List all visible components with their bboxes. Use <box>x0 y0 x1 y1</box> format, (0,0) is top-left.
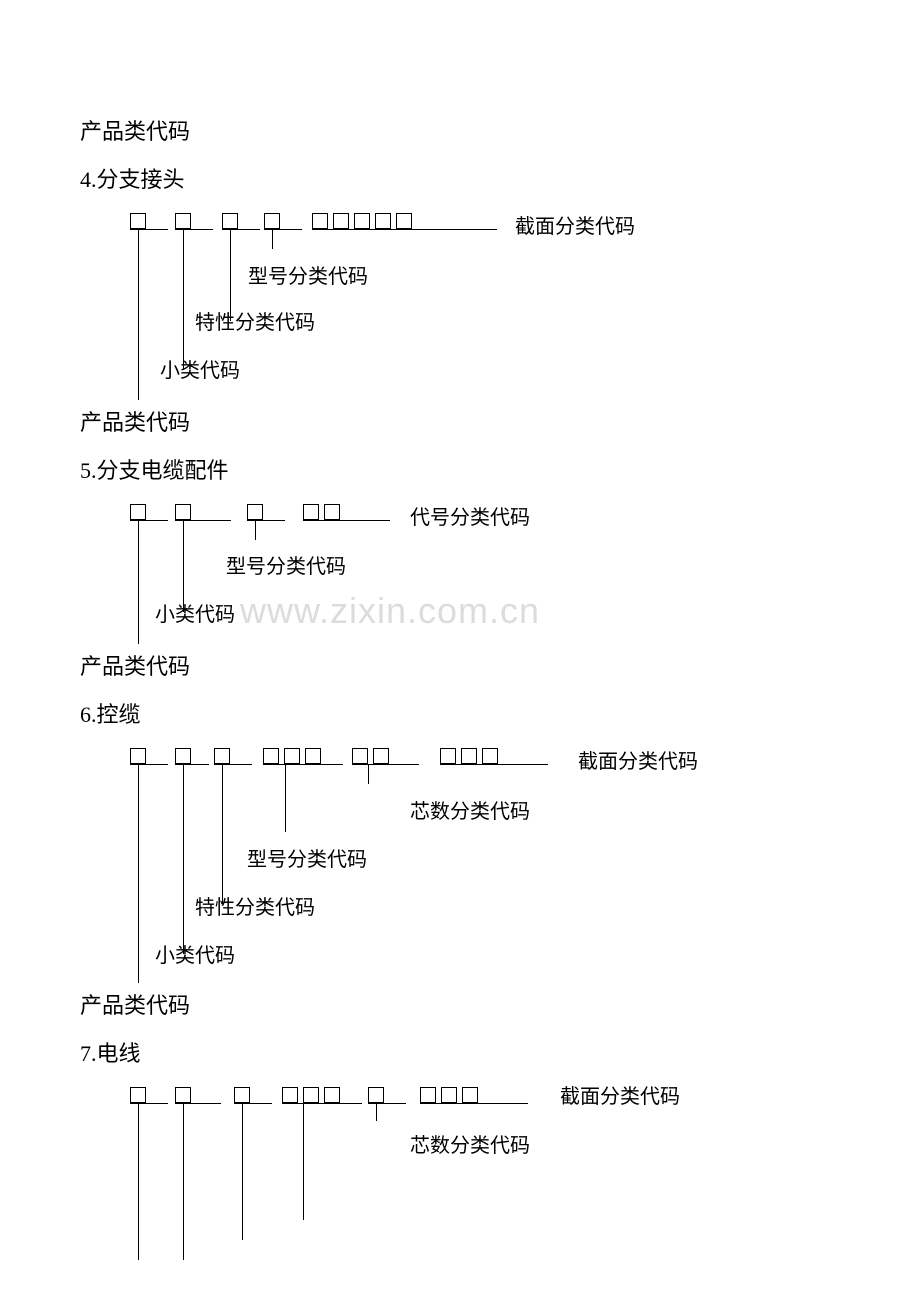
s7-g3-ul <box>282 1103 362 1104</box>
s7-g3-b0 <box>282 1087 298 1103</box>
s7-g0-ul <box>130 1103 168 1104</box>
section-5-heading: 5.分支电缆配件 <box>80 453 229 485</box>
s7-v2 <box>242 1103 243 1240</box>
s6-g5-b0 <box>440 748 456 764</box>
s4-g2-b0 <box>222 213 238 229</box>
s6-g1-ul <box>175 764 209 765</box>
s5-label-code: 代号分类代码 <box>410 501 530 530</box>
s6-label-feature: 特性分类代码 <box>195 891 315 920</box>
s7-g2-b0 <box>234 1087 250 1103</box>
s4-g3-b0 <box>264 213 280 229</box>
s4-g4-b2 <box>354 213 370 229</box>
s6-g4-ul <box>352 764 419 765</box>
s4-g4-b3 <box>375 213 391 229</box>
s4-g0-b0 <box>130 213 146 229</box>
s6-v4 <box>368 764 369 784</box>
s7-g3-b2 <box>324 1087 340 1103</box>
s6-v2 <box>222 764 223 904</box>
section-7-heading: 7.电线 <box>80 1036 141 1068</box>
s7-v4 <box>376 1103 377 1121</box>
s5-g2-b0 <box>247 504 263 520</box>
s4-g4-b4 <box>396 213 412 229</box>
s5-g2-ul <box>247 520 285 521</box>
s6-g5-ul <box>440 764 548 765</box>
s6-label-subclass: 小类代码 <box>155 939 235 968</box>
s5-label-subclass: 小类代码 <box>155 598 235 627</box>
s4-g0-ul <box>130 229 168 230</box>
s4-g4-ul <box>312 229 497 230</box>
s6-v1 <box>183 764 184 954</box>
s5-g3-ul <box>303 520 390 521</box>
s4-g1-ul <box>175 229 213 230</box>
s4-g4-b1 <box>333 213 349 229</box>
s6-g0-ul <box>130 764 168 765</box>
s7-g3-b1 <box>303 1087 319 1103</box>
s6-g4-b0 <box>352 748 368 764</box>
s4-v0 <box>138 229 139 400</box>
s5-v2 <box>255 520 256 540</box>
s4-g1-b0 <box>175 213 191 229</box>
s7-g4-ul <box>368 1103 406 1104</box>
s6-g2-ul <box>214 764 252 765</box>
s5-g3-b1 <box>324 504 340 520</box>
section-6-heading: 6.控缆 <box>80 697 141 729</box>
s7-g5-b1 <box>441 1087 457 1103</box>
s6-g4-b1 <box>373 748 389 764</box>
watermark-text: www.zixin.com.cn <box>240 590 540 632</box>
s7-g2-ul <box>234 1103 272 1104</box>
s6-g5-b1 <box>461 748 477 764</box>
s4-label-model: 型号分类代码 <box>248 260 368 289</box>
s5-g3-b0 <box>303 504 319 520</box>
s4-g2-ul <box>222 229 260 230</box>
s7-label-cores: 芯数分类代码 <box>410 1129 530 1158</box>
s4-g4-b0 <box>312 213 328 229</box>
s7-v1 <box>183 1103 184 1260</box>
s4-label-section: 截面分类代码 <box>515 210 635 239</box>
s4-g3-ul <box>264 229 302 230</box>
s5-label-model: 型号分类代码 <box>226 550 346 579</box>
s6-v3 <box>285 764 286 832</box>
s6-g1-b0 <box>175 748 191 764</box>
s7-g1-ul <box>175 1103 221 1104</box>
s4-label-subclass: 小类代码 <box>160 354 240 383</box>
s4-label-bottom: 产品类代码 <box>80 405 190 437</box>
s6-g2-b0 <box>214 748 230 764</box>
s7-g0-b0 <box>130 1087 146 1103</box>
s6-g5-b2 <box>482 748 498 764</box>
s5-label-bottom: 产品类代码 <box>80 649 190 681</box>
s4-v3 <box>272 229 273 249</box>
label-product-code-top: 产品类代码 <box>80 114 190 146</box>
s6-v0 <box>138 764 139 983</box>
s7-label-section: 截面分类代码 <box>560 1080 680 1109</box>
s5-v0 <box>138 520 139 644</box>
s7-g5-b2 <box>462 1087 478 1103</box>
s6-label-cores: 芯数分类代码 <box>410 795 530 824</box>
s7-g5-b0 <box>420 1087 436 1103</box>
s6-label-bottom: 产品类代码 <box>80 988 190 1020</box>
s6-g3-b2 <box>305 748 321 764</box>
s7-v3 <box>303 1103 304 1220</box>
s4-v1 <box>183 229 184 369</box>
s5-g1-b0 <box>175 504 191 520</box>
s5-g0-ul <box>130 520 168 521</box>
s7-g5-ul <box>420 1103 528 1104</box>
s4-label-feature: 特性分类代码 <box>195 306 315 335</box>
s7-g1-b0 <box>175 1087 191 1103</box>
s6-g0-b0 <box>130 748 146 764</box>
s6-g3-ul <box>263 764 343 765</box>
s7-v0 <box>138 1103 139 1260</box>
s6-g3-b1 <box>284 748 300 764</box>
section-4-heading: 4.分支接头 <box>80 162 185 194</box>
s5-g0-b0 <box>130 504 146 520</box>
s6-label-section: 截面分类代码 <box>578 745 698 774</box>
s7-g4-b0 <box>368 1087 384 1103</box>
s6-g3-b0 <box>263 748 279 764</box>
s6-label-model: 型号分类代码 <box>247 843 367 872</box>
